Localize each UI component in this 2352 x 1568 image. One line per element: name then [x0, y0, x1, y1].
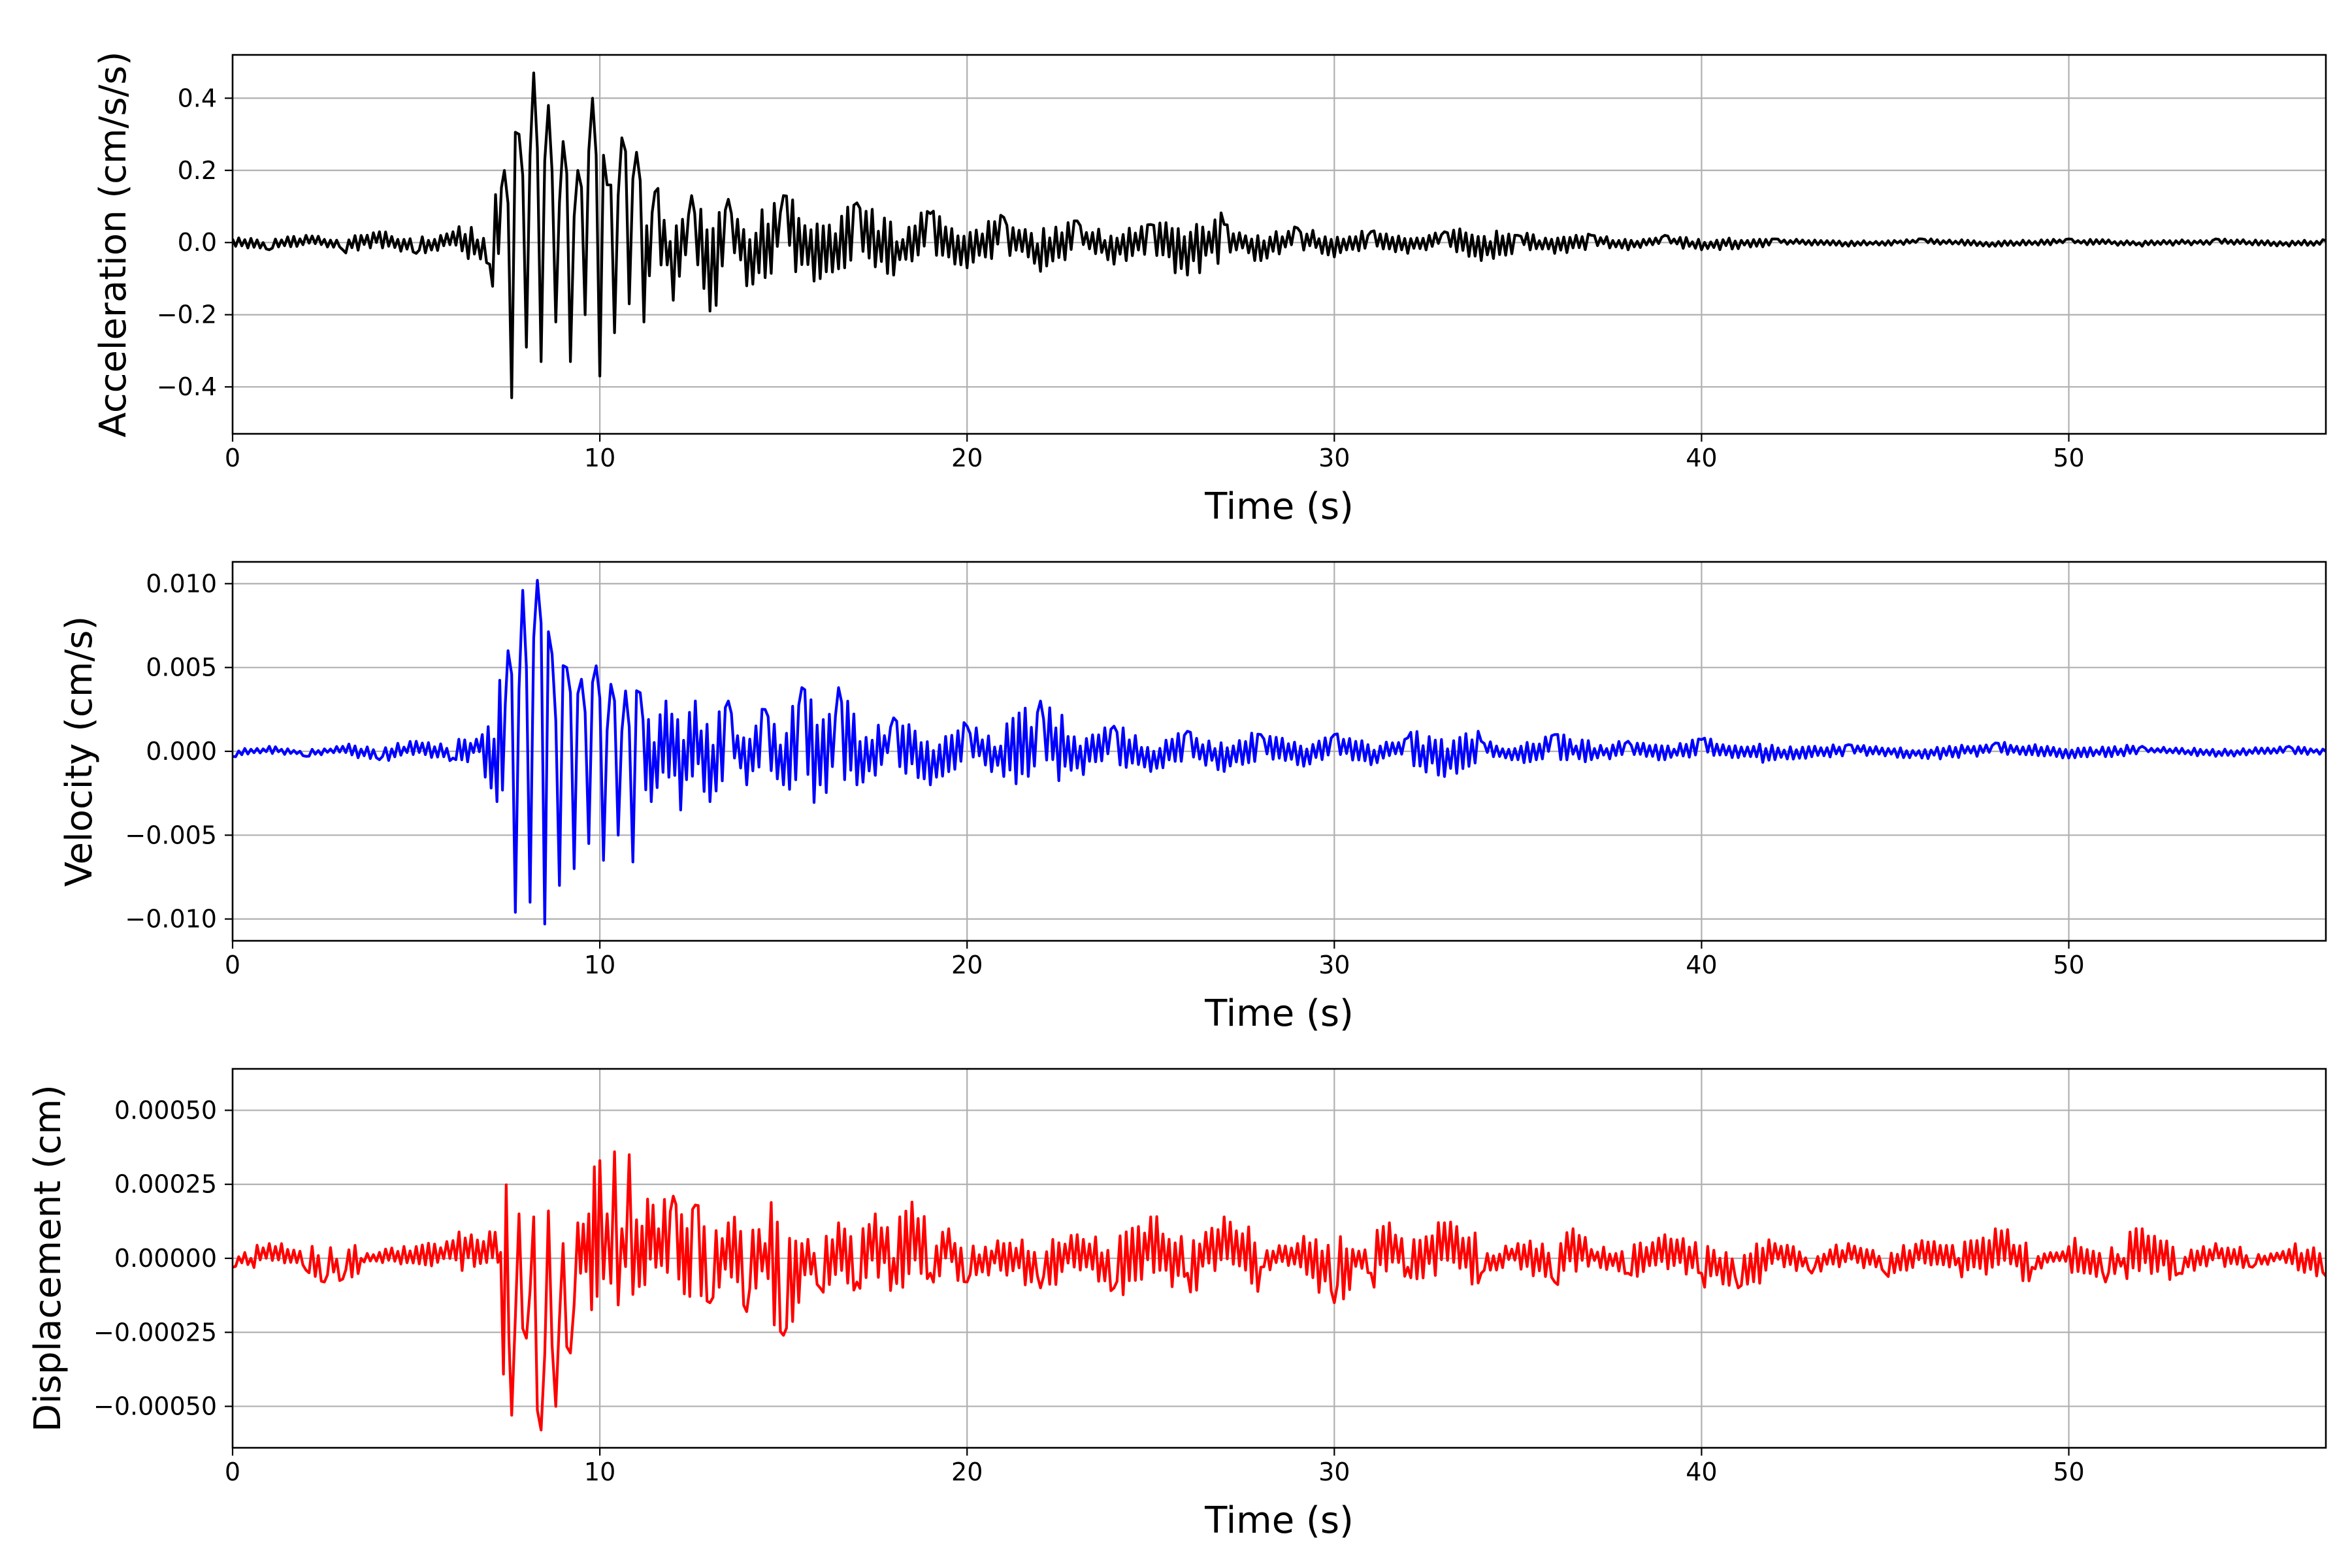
acceleration-y-axis-label: Acceleration (cm/s/s): [92, 52, 135, 438]
velocity-x-tick-label: 10: [584, 951, 615, 979]
acceleration-x-tick-label: 20: [951, 444, 983, 472]
velocity-x-axis-label: Time (s): [1204, 992, 1354, 1035]
displacement-y-tick-label: −0.00050: [93, 1392, 217, 1421]
displacement-x-tick-label: 40: [1686, 1458, 1717, 1486]
displacement-x-axis-label: Time (s): [1204, 1499, 1354, 1542]
acceleration-axes-frame: [231, 54, 2327, 435]
acceleration-y-tick-label: −0.2: [157, 301, 217, 329]
velocity-y-tick-label: 0.000: [146, 737, 217, 766]
velocity-x-tick-label: 20: [951, 951, 983, 979]
velocity-x-tick-label: 30: [1318, 951, 1350, 979]
acceleration-y-tick-label: 0.0: [178, 228, 217, 257]
velocity-y-tick-label: 0.005: [146, 653, 217, 682]
displacement-x-tick-label: 10: [584, 1458, 615, 1486]
acceleration-y-tick-label: −0.4: [157, 372, 217, 401]
acceleration-x-tick-label: 50: [2053, 444, 2084, 472]
displacement-y-tick-label: 0.00050: [114, 1096, 217, 1124]
acceleration-x-axis-label: Time (s): [1204, 485, 1354, 528]
acceleration-y-tick-label: 0.2: [178, 156, 217, 185]
displacement-y-axis-label: Displacement (cm): [27, 1085, 69, 1432]
acceleration-x-tick-label: 0: [225, 444, 240, 472]
displacement-x-tick-label: 0: [225, 1458, 240, 1486]
displacement-panel: 0 10 20 30 40 50 −0.00050 −0.00025 0.00000 0.0002…: [27, 1068, 2327, 1542]
velocity-panel: 0 10 20 30 40 50 −0.010 −0.005 0.000 0.005 0.010 Ti…: [58, 561, 2327, 1035]
velocity-y-axis-label: Velocity (cm/s): [58, 616, 101, 887]
acceleration-x-tick-label: 40: [1686, 444, 1717, 472]
displacement-y-tick-label: 0.00000: [114, 1244, 217, 1273]
displacement-y-tick-label: −0.00025: [93, 1318, 217, 1347]
velocity-y-tick-label: 0.010: [146, 569, 217, 598]
acceleration-x-tick-label: 10: [584, 444, 615, 472]
velocity-x-tick-label: 0: [225, 951, 240, 979]
velocity-x-tick-label: 50: [2053, 951, 2084, 979]
acceleration-panel: 0 10 20 30 40 50 −0.4 −0.2 0.0 0.2 0.4 Time (s) Acce…: [92, 52, 2327, 528]
acceleration-y-tick-label: 0.4: [178, 84, 217, 112]
velocity-y-tick-label: −0.005: [125, 821, 217, 849]
displacement-x-tick-label: 30: [1318, 1458, 1350, 1486]
displacement-x-tick-label: 20: [951, 1458, 983, 1486]
acceleration-x-tick-label: 30: [1318, 444, 1350, 472]
velocity-y-tick-label: −0.010: [125, 905, 217, 934]
displacement-x-tick-label: 50: [2053, 1458, 2084, 1486]
velocity-x-tick-label: 40: [1686, 951, 1717, 979]
acceleration-series-line: [233, 71, 2326, 399]
displacement-series-line: [233, 1150, 2326, 1431]
velocity-series-line: [233, 579, 2326, 926]
displacement-y-tick-label: 0.00025: [114, 1170, 217, 1199]
